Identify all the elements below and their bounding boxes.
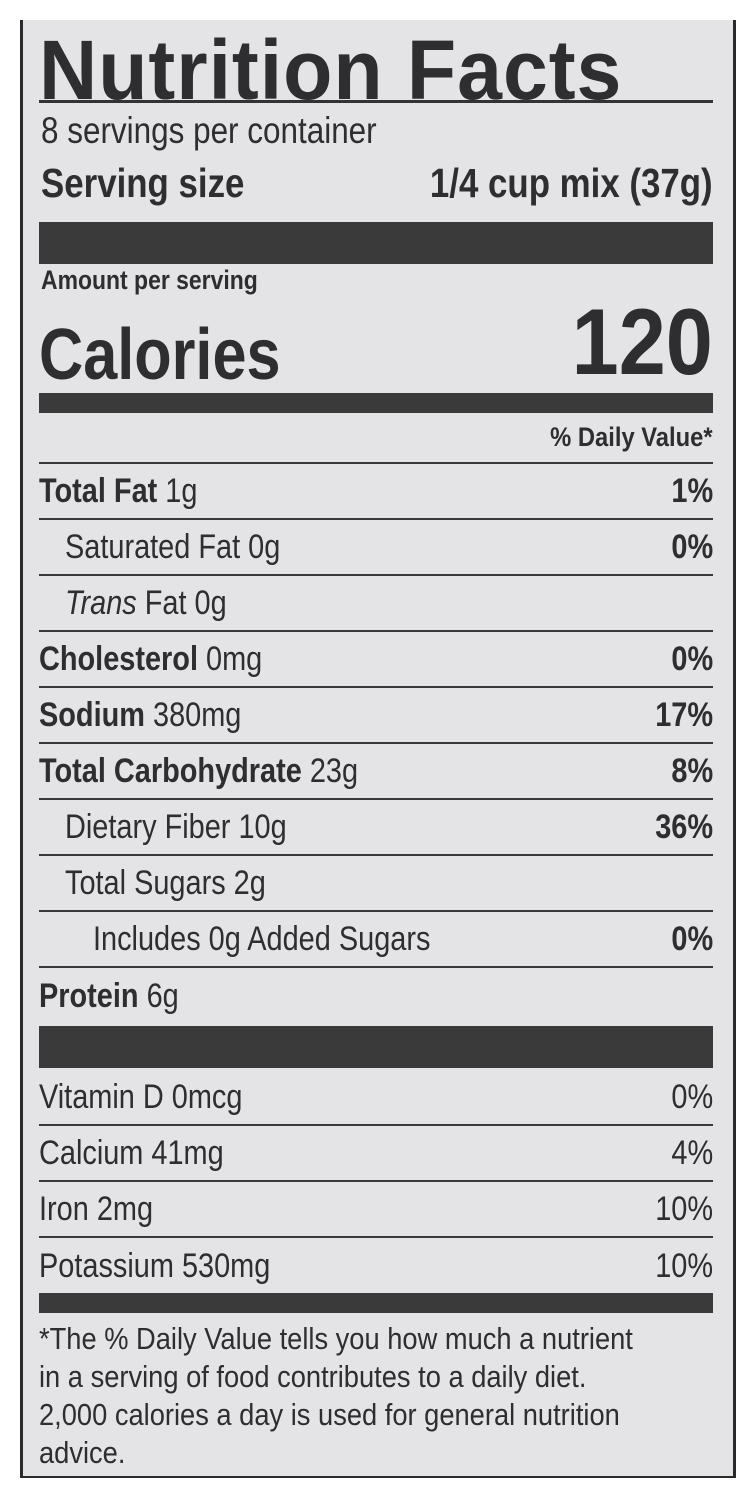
nutrient-row-sodium: Sodium 380mg 17%	[39, 688, 713, 744]
nutrient-list: Total Fat 1g 1% Saturated Fat 0g 0% Trans …	[39, 462, 713, 1024]
nutrient-row-dietary-fiber: Dietary Fiber 10g 36%	[39, 800, 713, 856]
nutrient-row-cholesterol: Cholesterol 0mg 0%	[39, 632, 713, 688]
vitamin-list: Vitamin D 0mcg 0% Calcium 41mg 4% Iron 2mg…	[39, 1070, 713, 1294]
label-title: Nutrition Facts	[39, 23, 623, 117]
daily-value-header: % Daily Value*	[550, 422, 713, 452]
calories-label: Calories	[39, 315, 281, 395]
calories-row: Calories 120	[39, 288, 713, 396]
vitamin-row-vitamin-d: Vitamin D 0mcg 0%	[39, 1070, 713, 1126]
nutrient-row-trans-fat: Trans Fat 0g	[39, 576, 713, 632]
servings-per-container: 8 servings per container	[41, 110, 377, 151]
amount-per-serving: Amount per serving	[41, 265, 258, 295]
divider	[39, 100, 713, 103]
nutrition-facts-label: Nutrition Facts 8 servings per container…	[20, 20, 736, 1478]
serving-size: Serving size 1/4 cup mix (37g)	[41, 160, 713, 207]
serving-size-value: 1/4 cup mix (37g)	[430, 160, 713, 206]
thick-divider	[39, 393, 713, 413]
nutrient-row-added-sugars: Includes 0g Added Sugars 0%	[39, 912, 713, 968]
nutrient-row-saturated-fat: Saturated Fat 0g 0%	[39, 520, 713, 576]
vitamin-row-potassium: Potassium 530mg 10%	[39, 1246, 713, 1285]
thick-divider	[39, 222, 713, 264]
nutrient-row-total-sugars: Total Sugars 2g	[39, 856, 713, 912]
nutrient-row-total-carbohydrate: Total Carbohydrate 23g 8%	[39, 744, 713, 800]
nutrient-row-total-fat: Total Fat 1g 1%	[39, 464, 713, 520]
vitamin-row-calcium: Calcium 41mg 4%	[39, 1126, 713, 1182]
nutrient-row-protein: Protein 6g	[39, 976, 179, 1015]
daily-value-footnote: *The % Daily Value tells you how much a …	[39, 1321, 633, 1470]
vitamin-row-iron: Iron 2mg 10%	[39, 1182, 713, 1238]
calories-value: 120	[571, 289, 713, 394]
serving-size-label: Serving size	[41, 160, 245, 206]
thick-divider	[39, 1026, 713, 1068]
thick-divider	[39, 1293, 713, 1313]
